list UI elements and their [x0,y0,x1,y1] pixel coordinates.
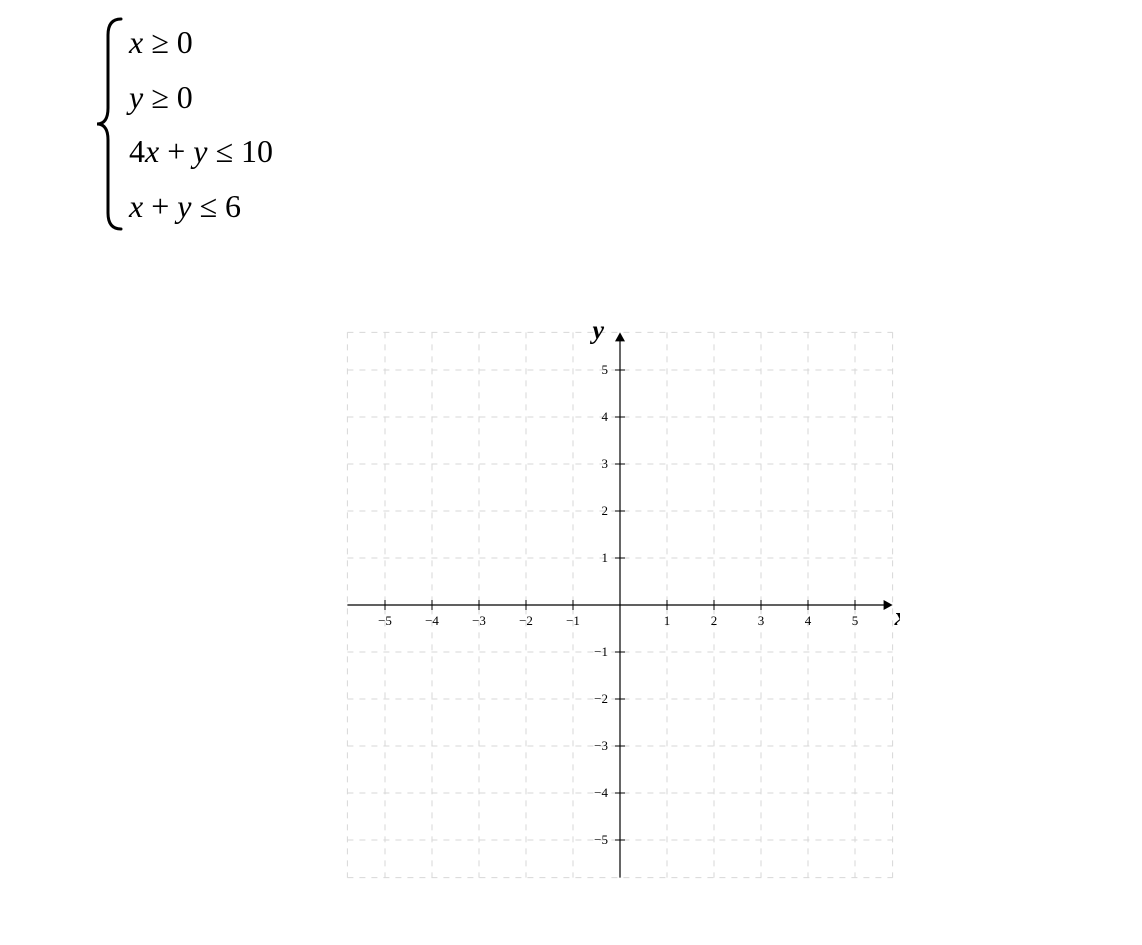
x-tick-label: 4 [805,613,812,628]
x-tick-label: −4 [425,613,439,628]
text: + [143,188,177,224]
variable: y [177,188,191,224]
text: ≥ 0 [143,24,193,60]
y-tick-label: −5 [594,832,608,847]
text: ≤ 10 [207,133,273,169]
variable: x [129,188,143,224]
equation-lines: x ≥ 0y ≥ 04x + y ≤ 10x + y ≤ 6 [129,15,273,233]
y-tick-label: 3 [602,456,609,471]
x-axis-label: x [894,602,900,631]
equation-line: x + y ≤ 6 [129,190,273,222]
y-tick-label: −2 [594,691,608,706]
x-tick-label: −5 [378,613,392,628]
x-tick-label: 1 [664,613,671,628]
variable: y [193,133,207,169]
equation-line: x ≥ 0 [129,26,273,58]
y-tick-label: 2 [602,503,609,518]
chart-axes: −5 −4 −3 −2 −1 1 2 3 4 5 1 2 3 4 5 −1 −2 −3 −4 −5 x y [347,323,900,878]
y-axis-label: y [589,323,604,344]
x-tick-label: −3 [472,613,486,628]
x-tick-label: 3 [758,613,765,628]
x-tick-label: −2 [519,613,533,628]
variable: y [129,79,143,115]
text: ≥ 0 [143,79,193,115]
arrowhead-up-icon [615,332,625,341]
arrowhead-right-icon [884,600,893,610]
y-tick-label: −1 [594,644,608,659]
equation-system: x ≥ 0y ≥ 04x + y ≤ 10x + y ≤ 6 [95,15,273,233]
text: ≤ 6 [191,188,241,224]
y-tick-label: −4 [594,785,608,800]
variable: x [129,24,143,60]
y-tick-label: 4 [602,409,609,424]
equation-line: 4x + y ≤ 10 [129,135,273,167]
page: x ≥ 0y ≥ 04x + y ≤ 10x + y ≤ 6 −5−4−3−2−… [0,0,1142,945]
left-brace-icon [95,15,123,233]
y-tick-label: 5 [602,362,609,377]
text: 4 [129,133,145,169]
y-tick-label: 1 [602,550,609,565]
variable: x [145,133,159,169]
x-tick-label: 2 [711,613,718,628]
y-tick-label: −3 [594,738,608,753]
text: + [159,133,193,169]
x-tick-label: −1 [566,613,580,628]
coordinate-chart: −5 −4 −3 −2 −1 1 2 3 4 5 1 2 3 4 5 −1 −2 −3 −4 −5 x y [340,323,900,887]
x-tick-label: 5 [852,613,859,628]
equation-line: y ≥ 0 [129,81,273,113]
chart-svg: −5 −4 −3 −2 −1 1 2 3 4 5 1 2 3 4 5 −1 −2 −3 −4 −5 x y [340,323,900,887]
